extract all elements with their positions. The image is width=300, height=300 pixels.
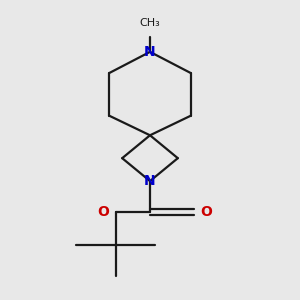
Text: O: O [97,205,109,219]
Text: O: O [201,205,212,219]
Text: N: N [144,45,156,59]
Text: N: N [144,174,156,188]
Text: CH₃: CH₃ [140,18,160,28]
